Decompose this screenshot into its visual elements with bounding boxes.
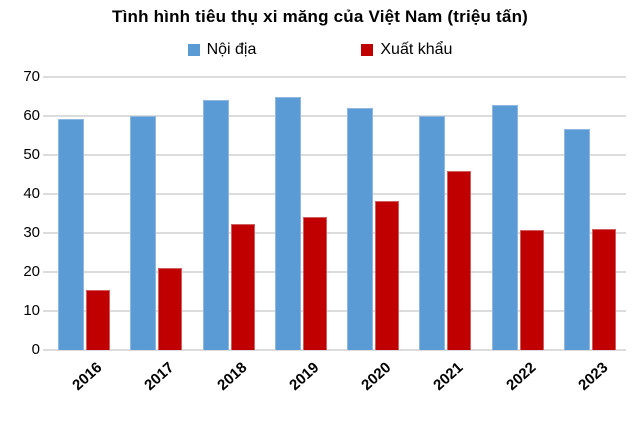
gridline-70 (43, 76, 626, 78)
chart-title: Tình hình tiêu thụ xi măng của Việt Nam … (111, 7, 529, 26)
legend-item-domestic: Nội địa (187, 41, 257, 59)
y-axis: 0 10 20 30 40 50 60 70 (0, 69, 40, 358)
bar-series1-2020 (375, 201, 400, 350)
bar-group-2017 (120, 77, 192, 350)
x-tick-label-2016: 2016 (69, 359, 106, 394)
bar-group-2021 (409, 77, 481, 350)
export-series-swatch-icon (361, 44, 374, 56)
legend-item-export: Xuất khẩu (361, 41, 452, 59)
x-tick-label-2021: 2021 (430, 359, 467, 394)
chart-legend: Nội địa Xuất khẩu (0, 41, 640, 59)
bar-series1-2022 (519, 230, 544, 350)
bar-group-2023 (554, 77, 626, 350)
bar-series0-2023 (563, 129, 590, 350)
y-tick-label-70: 70 (23, 68, 40, 85)
gridline-20 (43, 271, 626, 274)
gridline-0 (43, 349, 626, 351)
gridline-40 (43, 193, 626, 196)
domestic-series-swatch-icon (187, 44, 200, 56)
plot-area (43, 76, 626, 351)
y-tick-label-20: 20 (23, 263, 40, 281)
gridline-60 (43, 115, 626, 117)
bar-group-2022 (482, 77, 554, 350)
bar-series1-2021 (447, 171, 472, 350)
bar-series0-2019 (274, 96, 301, 350)
y-tick-label-50: 50 (23, 146, 40, 163)
y-tick-label-30: 30 (23, 224, 40, 241)
x-tick-label-2018: 2018 (213, 359, 251, 394)
bar-series0-2020 (347, 107, 374, 350)
bar-series0-2022 (491, 105, 518, 350)
x-tick-label-2017: 2017 (141, 359, 178, 394)
bar-group-2018 (193, 77, 265, 350)
bar-series1-2023 (591, 228, 616, 350)
x-tick-label-2023: 2023 (575, 359, 612, 394)
legend-label-export: Xuất khẩu (380, 41, 453, 58)
x-axis: 2016 2017 2018 2019 2020 2021 2022 2023 (48, 357, 626, 427)
bar-series0-2021 (419, 116, 446, 350)
x-tick-label-2020: 2020 (358, 359, 395, 394)
bar-group-2016 (48, 77, 120, 350)
y-tick-label-40: 40 (23, 185, 40, 203)
bar-series1-2016 (86, 289, 111, 350)
bar-series1-2018 (230, 224, 255, 350)
bar-series0-2017 (130, 115, 157, 350)
x-tick-label-2019: 2019 (286, 359, 323, 394)
bar-group-2019 (265, 77, 337, 350)
bar-series1-2017 (158, 268, 183, 350)
bar-series1-2019 (302, 216, 327, 350)
y-tick-label-60: 60 (23, 107, 40, 124)
y-tick-label-10: 10 (23, 302, 40, 320)
x-tick-label-2022: 2022 (502, 359, 540, 394)
legend-label-domestic: Nội địa (206, 41, 257, 58)
gridline-50 (43, 154, 626, 156)
bars-row (48, 77, 626, 350)
bar-series0-2016 (58, 118, 85, 350)
y-tick-label-0: 0 (31, 341, 40, 358)
gridline-30 (43, 232, 626, 234)
bar-group-2020 (337, 77, 409, 350)
bar-series0-2018 (202, 100, 229, 350)
gridline-10 (43, 310, 626, 313)
